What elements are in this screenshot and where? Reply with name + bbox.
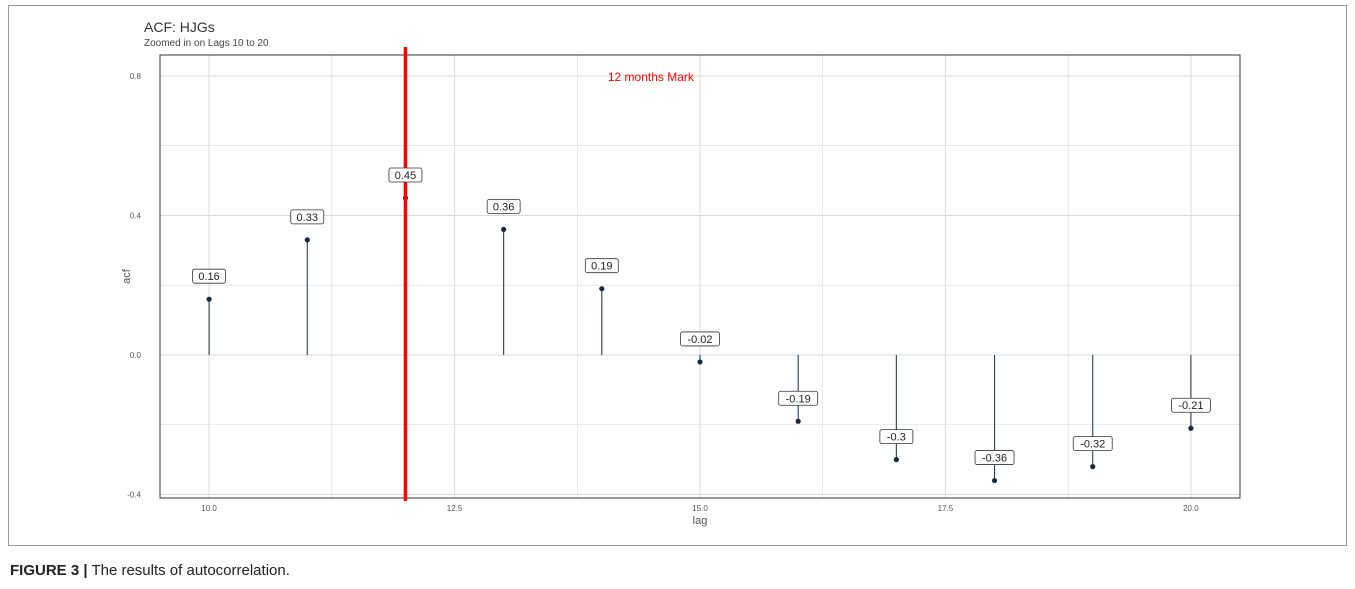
data-label: 0.19 (591, 261, 612, 273)
data-label: 0.16 (198, 271, 219, 283)
acf-point (893, 457, 899, 463)
data-label-box (1171, 397, 1211, 413)
y-axis-title: acf (121, 268, 133, 284)
caption-text: The results of autocorrelation. (87, 562, 290, 579)
chart-title: ACF: HJGs (144, 19, 215, 35)
y-tick-label: -0.4 (127, 491, 141, 500)
acf-point (697, 359, 703, 365)
x-tick-label: 10.0 (201, 504, 217, 513)
data-label: 0.33 (297, 212, 318, 224)
data-label: -0.36 (982, 453, 1007, 465)
caption-label: FIGURE 3 | (10, 562, 88, 579)
data-label-box (290, 209, 325, 225)
figure-frame (8, 5, 1347, 546)
data-label-box (192, 268, 226, 284)
y-tick-label: 0.4 (130, 211, 142, 220)
acf-point (501, 226, 507, 233)
tick-layer: 10.0 12.5 15.0 17.5 20.0 -0.4 0.0 0.4 0.8 (127, 72, 1199, 513)
data-label-box (778, 390, 819, 406)
data-label: -0.3 (887, 432, 906, 444)
y-tick-label: 0.0 (130, 351, 142, 360)
data-label-box (1072, 436, 1113, 452)
figure-caption: FIGURE 3 | The results of autocorrelatio… (10, 562, 290, 579)
data-label-box (388, 167, 423, 183)
data-label: -0.32 (1080, 439, 1105, 451)
data-label: -0.21 (1178, 400, 1203, 412)
x-axis-title: lag (693, 515, 708, 527)
data-label: 0.36 (493, 201, 514, 213)
data-label-layer: 0.16 0.33 0.45 0.36 0.19 -0.02 -0.19 -0.3 -0.36 -… (192, 167, 1211, 465)
x-tick-label: 20.0 (1183, 504, 1199, 513)
acf-point (206, 296, 212, 302)
chart-subtitle: Zoomed in on Lags 10 to 20 (144, 38, 269, 49)
y-tick-label: 0.8 (130, 72, 142, 81)
x-tick-label: 12.5 (447, 504, 463, 513)
data-label: -0.19 (786, 393, 811, 405)
data-label-box (486, 199, 521, 214)
reference-line-label: 12 months Mark (608, 70, 695, 84)
acf-point (304, 237, 310, 243)
data-label-box (974, 450, 1015, 465)
data-label-box (584, 258, 619, 274)
acf-point (991, 477, 998, 484)
grid-layer (160, 55, 1240, 498)
data-label-box (879, 429, 914, 445)
x-tick-label: 15.0 (692, 504, 708, 513)
acf-point (1188, 425, 1194, 431)
acf-point (795, 418, 801, 424)
plot-border (159, 54, 1241, 499)
data-label-box (680, 331, 720, 347)
x-tick-label: 17.5 (938, 504, 954, 513)
data-label: -0.02 (687, 334, 712, 346)
reference-line-layer: 12 months Mark (403, 47, 695, 501)
data-label: 0.45 (395, 170, 416, 182)
acf-point (599, 286, 605, 292)
acf-point (1090, 464, 1096, 470)
